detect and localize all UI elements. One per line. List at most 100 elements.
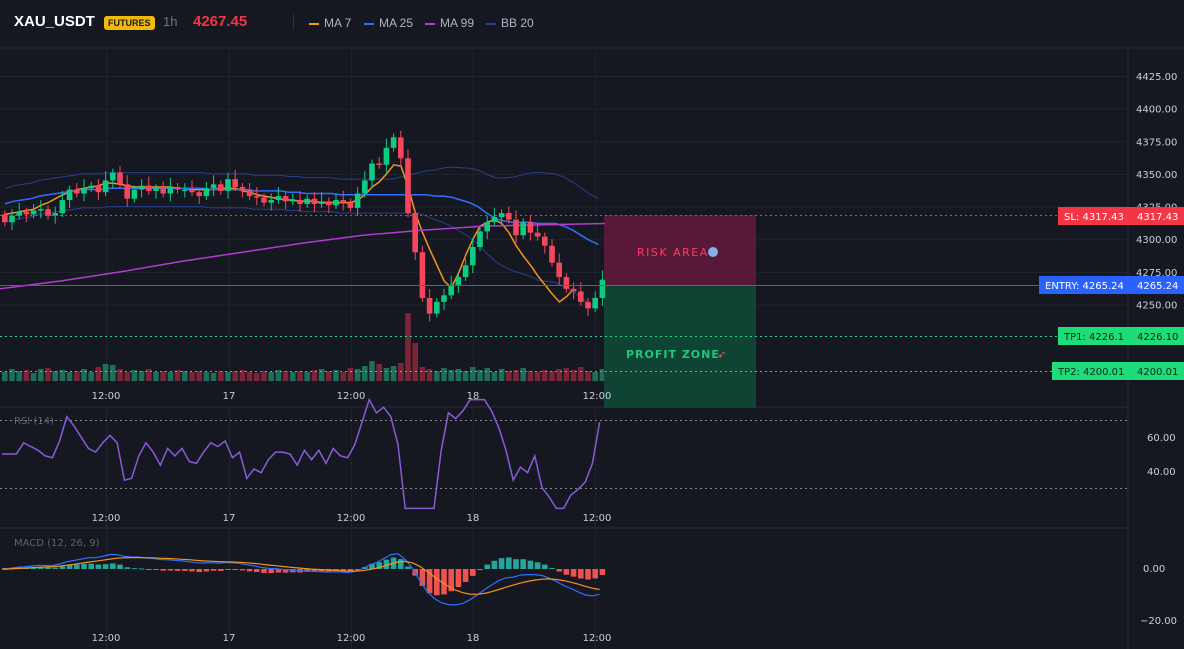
macd-histogram-bar: [311, 569, 318, 572]
rsi-tick-60: 60.00: [1147, 433, 1176, 444]
price-tick-label: 4275.00: [1136, 268, 1177, 279]
volume-bar: [419, 367, 426, 381]
volume-bar: [326, 371, 332, 381]
candle-body: [455, 277, 462, 285]
macd-histogram-bar: [124, 567, 130, 569]
candle-body: [462, 265, 469, 278]
signal-line: [1, 556, 600, 595]
macd-histogram-bar: [174, 569, 181, 571]
macd-histogram-bar: [88, 563, 94, 569]
volume-bar: [462, 371, 469, 381]
volume-bar: [556, 369, 562, 381]
rsi-tick-40: 40.00: [1147, 467, 1176, 478]
volume-bar: [138, 371, 145, 381]
volume-bar: [16, 371, 22, 381]
macd-histogram-bar: [254, 569, 260, 573]
tp1-tag[interactable]: [1058, 327, 1128, 345]
macd-histogram-bar: [52, 567, 58, 569]
volume-bar: [95, 367, 102, 381]
candle-body: [549, 245, 555, 263]
candle-body: [66, 189, 73, 201]
volume-bar: [110, 365, 116, 381]
volume-bar: [52, 371, 58, 381]
sl-tag[interactable]: [1058, 207, 1128, 225]
volume-bar: [117, 369, 123, 381]
price-axis[interactable]: 4425.004400.004375.004350.004325.004300.…: [1136, 72, 1177, 311]
candle-body: [124, 184, 130, 199]
volume-bar: [239, 370, 246, 381]
macd-histogram-bar: [434, 569, 440, 596]
macd-histogram-bar: [419, 569, 426, 586]
candle-body: [225, 179, 231, 191]
candle-body: [520, 222, 526, 236]
macd-histogram-bar: [117, 564, 123, 569]
legend-bb20[interactable]: BB 20: [486, 16, 534, 30]
tp1-axis-tag: [1128, 327, 1184, 345]
macd-histogram-bar: [182, 569, 188, 571]
macd-histogram-bar: [38, 566, 44, 569]
candle-body: [88, 185, 94, 189]
candle-body: [117, 172, 123, 185]
candle-body: [383, 147, 390, 165]
tp1-tag-text: TP1: 4226.1: [1063, 332, 1124, 343]
chart-header: XAU_USDT FUTURES 1h 4267.45 MA 7 MA 25 M…: [0, 0, 1184, 48]
volume-bar: [534, 372, 541, 381]
volume-bar: [542, 370, 548, 381]
candle-body: [45, 209, 51, 216]
symbol-label[interactable]: XAU_USDT: [14, 13, 95, 30]
price-tick-label: 4350.00: [1136, 170, 1177, 181]
macd-histogram-bar: [261, 569, 267, 573]
legend-ma99[interactable]: MA 99: [425, 16, 474, 30]
volume-bar: [484, 368, 490, 381]
rocket-icon: ➶: [717, 349, 726, 361]
profit-zone-box[interactable]: [604, 285, 756, 408]
legend-ma7[interactable]: MA 7: [309, 16, 351, 30]
macd-histogram-bar: [599, 569, 606, 576]
entry-tag-text: ENTRY: 4265.24: [1045, 281, 1124, 292]
candle-body: [311, 198, 318, 204]
volume-bar: [275, 370, 282, 381]
candle-body: [174, 186, 181, 190]
volume-bar: [426, 369, 433, 381]
volume-bar: [66, 372, 73, 381]
candle-body: [131, 189, 138, 199]
volume-bar: [304, 372, 310, 381]
macd-histogram-bar: [383, 559, 390, 569]
macd-histogram-bar: [110, 563, 116, 569]
candle-body: [513, 219, 519, 236]
volume-bar: [599, 369, 606, 381]
macd-histogram-bar: [95, 564, 102, 569]
macd-histogram-bar: [462, 569, 469, 582]
legend-ma25[interactable]: MA 25: [364, 16, 413, 30]
candle-body: [304, 198, 310, 204]
entry-tag[interactable]: [1039, 276, 1128, 294]
volume-bar: [311, 370, 318, 381]
candle-body: [556, 262, 562, 278]
volume-bar: [383, 368, 390, 381]
volume-bar: [592, 372, 598, 381]
volume-bar: [261, 371, 267, 381]
time-tick-label: 12:00: [92, 391, 121, 402]
candle-body: [218, 184, 224, 191]
tp2-tag[interactable]: [1052, 362, 1128, 380]
macd-histogram-bar: [81, 563, 87, 569]
ma7-line: [4, 163, 575, 303]
candle-body: [2, 214, 8, 223]
volume-bar: [254, 373, 260, 381]
time-tick-label: 12:00: [337, 633, 366, 644]
volume-bar: [570, 370, 577, 381]
volume-bar: [81, 369, 87, 381]
volume-bar: [38, 369, 44, 381]
candle-body: [398, 137, 404, 159]
macd-histogram-bar: [563, 569, 570, 575]
macd-line: [1, 553, 600, 606]
macd-histogram-bar: [549, 567, 555, 569]
price-tick-label: 4400.00: [1136, 105, 1177, 116]
timeframe-label[interactable]: 1h: [163, 14, 178, 29]
volume-bar: [210, 373, 217, 381]
candle-body: [369, 163, 375, 181]
time-tick-label: 18: [467, 391, 480, 402]
ma25-swatch-icon: [364, 22, 374, 25]
risk-area-box[interactable]: [604, 215, 756, 285]
